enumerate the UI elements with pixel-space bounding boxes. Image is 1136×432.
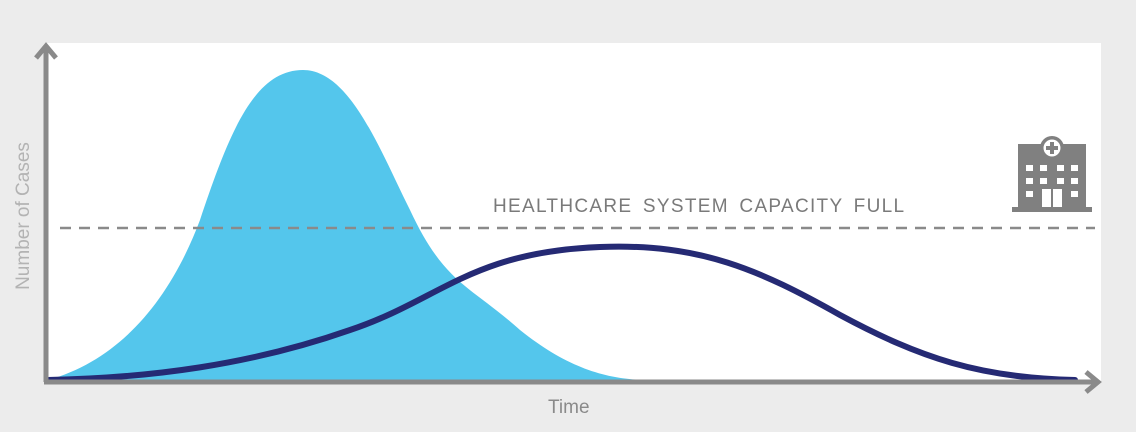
x-axis-arrowhead xyxy=(1084,370,1102,394)
capacity-label: HEALTHCARE SYSTEM CAPACITY FULL xyxy=(493,196,906,217)
x-axis-label: Time xyxy=(548,397,590,418)
y-axis-arrowhead xyxy=(34,42,58,60)
flattened-curve xyxy=(45,243,1078,383)
y-axis-label: Number of Cases xyxy=(13,142,34,290)
hospital-building-icon xyxy=(1012,136,1092,212)
tall-peak-area xyxy=(48,70,650,380)
